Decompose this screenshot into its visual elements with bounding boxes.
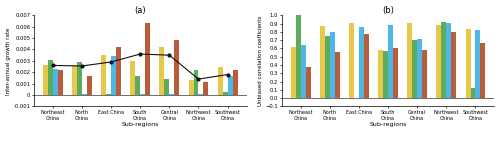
Title: (b): (b) (382, 6, 394, 15)
Bar (58, 70, 62, 95)
Bar (72, 65, 77, 95)
Bar (306, 67, 310, 98)
Bar (232, 70, 237, 95)
Bar (408, 23, 412, 98)
Bar (48, 60, 53, 95)
Bar (296, 15, 300, 98)
Bar (82, 94, 87, 95)
Bar (194, 70, 198, 95)
Bar (77, 62, 82, 95)
Bar (412, 40, 417, 98)
Y-axis label: Unbiased correlation coefficients: Unbiased correlation coefficients (258, 16, 262, 106)
Bar (53, 69, 58, 95)
Bar (160, 47, 164, 95)
Bar (198, 94, 203, 95)
Bar (476, 30, 480, 98)
Bar (383, 51, 388, 98)
Bar (218, 67, 222, 95)
Bar (106, 94, 111, 95)
Bar (436, 25, 442, 98)
Bar (116, 47, 121, 95)
Bar (290, 47, 296, 98)
Bar (364, 34, 369, 98)
Bar (130, 61, 135, 95)
Bar (111, 56, 116, 95)
Bar (470, 88, 476, 98)
Bar (145, 23, 150, 95)
Bar (320, 26, 325, 98)
Bar (222, 92, 228, 95)
Bar (349, 23, 354, 98)
Bar (466, 29, 470, 98)
Bar (393, 48, 398, 98)
Bar (334, 52, 340, 98)
Bar (300, 45, 306, 98)
Bar (359, 27, 364, 98)
Bar (204, 83, 208, 95)
Bar (170, 94, 174, 95)
X-axis label: Sub-regions: Sub-regions (370, 122, 407, 127)
Bar (446, 23, 452, 98)
Bar (330, 32, 334, 98)
Bar (164, 79, 170, 95)
Bar (325, 36, 330, 98)
Bar (452, 32, 456, 98)
Bar (188, 80, 194, 95)
Bar (422, 50, 427, 98)
Bar (101, 55, 106, 95)
Bar (43, 65, 48, 95)
Bar (388, 25, 393, 98)
X-axis label: Sub-regions: Sub-regions (122, 122, 159, 127)
Bar (228, 76, 232, 95)
Bar (135, 76, 140, 95)
Bar (480, 43, 486, 98)
Bar (417, 38, 422, 98)
Bar (442, 22, 446, 98)
Y-axis label: Inter-annual growth rate: Inter-annual growth rate (6, 27, 10, 95)
Bar (174, 40, 179, 95)
Bar (87, 76, 92, 95)
Title: (a): (a) (134, 6, 146, 15)
Bar (378, 50, 383, 98)
Bar (140, 94, 145, 95)
